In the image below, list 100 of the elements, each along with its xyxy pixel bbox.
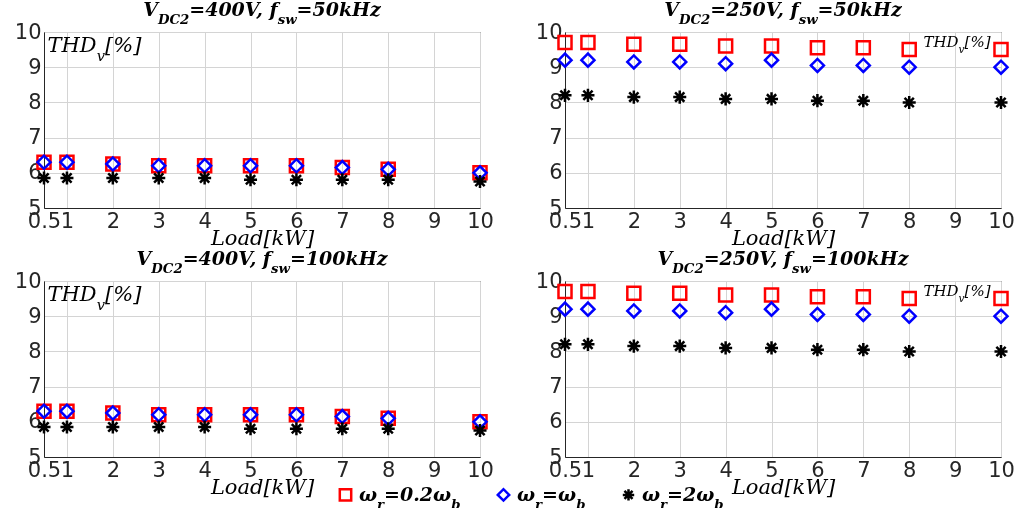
x-tick-label: 9 [948,457,963,482]
point [334,421,351,437]
point [105,170,121,186]
x-tick-label: 8 [382,208,396,233]
x-tick-label: 8 [382,457,396,482]
y-tick-label: 7 [549,125,563,150]
point [580,301,596,317]
y-tick-label: 7 [28,374,42,399]
point [626,89,642,105]
point [993,41,1009,58]
x-tick-label: 10 [988,208,1015,233]
point [855,289,872,305]
y-tick-label: 10 [14,19,42,44]
x-tick-label: 9 [948,208,963,233]
x-tick-label: 4 [719,208,733,233]
point [901,290,917,307]
point [242,172,259,188]
point [763,91,780,107]
x-tick-label: 2 [627,457,642,482]
point [993,343,1009,360]
x-tick-label: 9 [427,208,442,233]
y-tick-label: 6 [549,160,563,185]
point [993,59,1009,75]
point [809,92,826,109]
x-tick-label: 3 [152,457,166,482]
y-tick-label: 8 [549,338,563,363]
x-tick-label: 10 [467,208,494,233]
point [901,343,917,360]
point [580,34,596,51]
x-tick-label: 7 [857,208,871,233]
point [626,338,642,354]
point [809,289,826,305]
point [59,419,75,435]
y-axis-title: THD$_{v}$[%] [47,281,143,312]
x-tick-label: 8 [903,208,917,233]
point [671,36,688,53]
y-tick-label: 7 [549,374,563,399]
point [671,54,688,70]
x-tick-label: 1 [581,208,596,233]
point [717,55,734,72]
point [150,170,167,186]
point [626,54,642,70]
point [105,419,121,435]
y-tick-label: 10 [535,268,563,293]
point [901,41,917,58]
x-tick-label: 2 [106,457,121,482]
y-axis-title: THD$_{v}$[%] [923,281,991,304]
point [717,91,734,107]
y-tick-label: 8 [28,338,42,363]
x-tick-label: 7 [336,457,350,482]
x-tick-label: 7 [336,208,350,233]
point [993,290,1009,307]
point [717,340,734,356]
point [855,306,872,323]
point [580,87,596,104]
point [855,40,872,56]
x-tick-label: 4 [198,457,212,482]
legend-label: ω$_{r}$=2ω$_{b}$ [642,482,724,512]
x-tick-label: 10 [467,457,494,482]
point [472,422,488,439]
point [993,94,1009,111]
x-tick-label: 4 [719,457,733,482]
point [809,341,826,358]
y-tick-label: 9 [28,54,42,79]
point [901,59,917,75]
point [288,421,305,437]
point [380,172,396,188]
x-tick-label: 1 [60,457,75,482]
point [763,287,780,303]
point [671,338,688,354]
x-tick-label: 1 [60,208,75,233]
x-tick-label: 1 [581,457,596,482]
x-tick-label: 10 [988,457,1015,482]
x-tick-label: 4 [198,208,212,233]
legend-label: ω$_{r}$=ω$_{b}$ [517,482,586,512]
y-tick-label: 10 [14,268,42,293]
point [717,287,734,303]
point [580,336,596,353]
point [472,173,488,190]
x-tick-label: 3 [152,208,166,233]
y-tick-label: 10 [535,19,563,44]
point [901,94,917,111]
y-axis-title: THD$_{v}$[%] [923,32,991,55]
point [242,421,259,437]
point [809,306,826,323]
point [671,285,688,302]
point [626,285,642,302]
point [196,170,213,186]
point [763,340,780,356]
point [671,303,688,319]
point [580,283,596,300]
x-tick-label: 2 [627,208,642,233]
legend-label: ω$_{r}$=0.2ω$_{b}$ [359,482,461,512]
point [717,304,734,321]
point [288,172,305,188]
point [626,303,642,319]
point [763,301,780,317]
point [855,341,872,358]
x-tick-label: 2 [106,208,121,233]
point [380,421,396,437]
